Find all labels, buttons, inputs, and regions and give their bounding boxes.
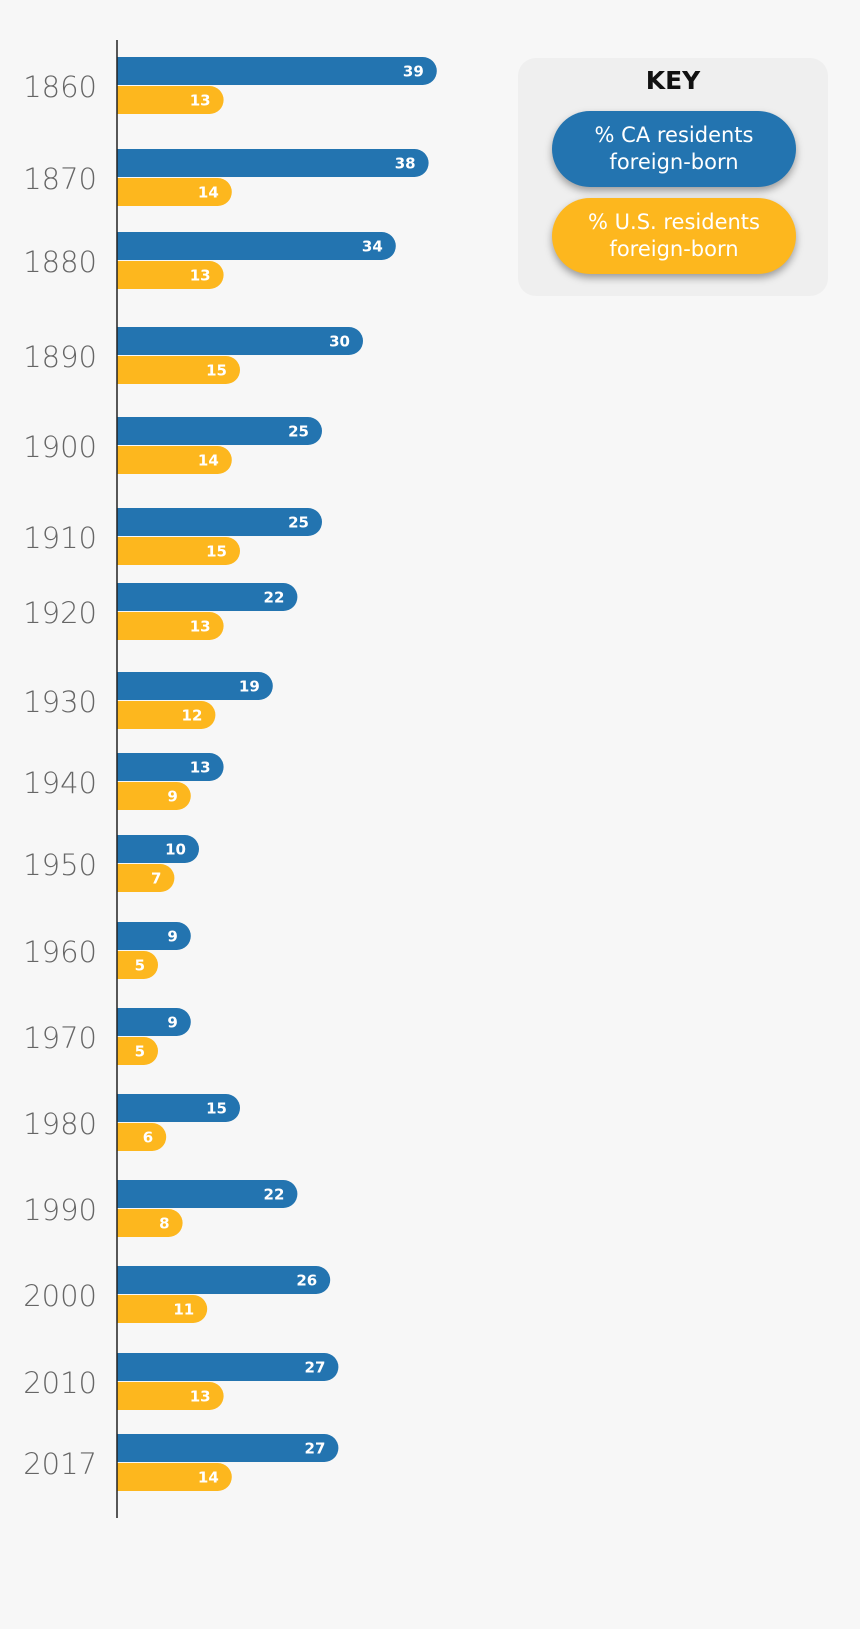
bar-us-1920	[117, 612, 224, 640]
value-label-us-1880: 13	[190, 267, 211, 285]
legend-item-ca: % CA residents foreign-born	[552, 111, 796, 187]
bar-ca-1950	[117, 835, 199, 863]
year-label-1890: 1890	[23, 340, 97, 374]
bar-us-2000	[117, 1295, 208, 1323]
bar-ca-1890	[117, 327, 363, 355]
year-label-1870: 1870	[23, 162, 97, 196]
year-label-1920: 1920	[23, 596, 97, 630]
bar-ca-1900	[117, 417, 322, 445]
value-label-ca-1920: 22	[264, 589, 285, 607]
bar-ca-1970	[117, 1008, 191, 1036]
year-labels-group: 1860 1870 1880 1890 1900 1910 1920 1930 1940 1950…	[23, 70, 97, 1481]
value-label-ca-1900: 25	[288, 423, 309, 441]
bar-us-1950	[117, 864, 175, 892]
bar-ca-2010	[117, 1353, 339, 1381]
year-label-1970: 1970	[23, 1021, 97, 1055]
bar-us-1890	[117, 356, 240, 384]
bar-ca-1940	[117, 753, 224, 781]
bar-us-1970	[117, 1037, 158, 1065]
year-label-2017: 2017	[23, 1447, 97, 1481]
bar-us-1880	[117, 261, 224, 289]
bar-ca-1910	[117, 508, 322, 536]
bar-ca-1870	[117, 149, 429, 177]
year-label-2010: 2010	[23, 1366, 97, 1400]
legend: KEY % CA residents foreign-born % U.S. r…	[518, 58, 828, 296]
bars-group: 39 13 38 14 34 13 30 15 25 14 25 15 22 13 19 12 13 9 107 9 5…	[117, 57, 437, 1491]
value-label-us-1940: 9	[167, 788, 177, 806]
year-label-1910: 1910	[23, 521, 97, 555]
value-label-ca-1980: 15	[206, 1100, 227, 1118]
bar-us-1990	[117, 1209, 183, 1237]
year-label-1960: 1960	[23, 935, 97, 969]
value-label-ca-1930: 19	[239, 678, 260, 696]
value-label-ca-1950: 10	[165, 841, 186, 859]
value-label-us-2017: 14	[198, 1469, 219, 1487]
value-label-ca-2000: 26	[296, 1272, 317, 1290]
value-label-us-1910: 15	[206, 543, 227, 561]
bar-us-1910	[117, 537, 240, 565]
year-label-1860: 1860	[23, 70, 97, 104]
bar-us-1870	[117, 178, 232, 206]
value-label-ca-1970: 9	[167, 1014, 177, 1032]
year-label-2000: 2000	[23, 1279, 97, 1313]
value-label-us-1860: 13	[190, 92, 211, 110]
value-label-ca-1990: 22	[264, 1186, 285, 1204]
bar-ca-1860	[117, 57, 437, 85]
value-label-us-1920: 13	[190, 618, 211, 636]
bar-us-1960	[117, 951, 158, 979]
value-label-us-1950: 7	[151, 870, 161, 888]
bar-us-1860	[117, 86, 224, 115]
value-label-ca-1910: 25	[288, 514, 309, 532]
year-label-1940: 1940	[23, 766, 97, 800]
bar-ca-1930	[117, 672, 273, 700]
value-label-ca-1960: 9	[167, 928, 177, 946]
year-label-1980: 1980	[23, 1107, 97, 1141]
value-label-ca-1890: 30	[329, 333, 350, 351]
value-label-us-1890: 15	[206, 362, 227, 380]
bar-ca-1920	[117, 583, 298, 611]
value-label-ca-1860: 39	[403, 63, 424, 81]
year-label-1950: 1950	[23, 848, 97, 882]
value-label-us-2000: 11	[173, 1301, 194, 1319]
year-label-1880: 1880	[23, 245, 97, 279]
bar-ca-1880	[117, 232, 396, 260]
bar-us-1900	[117, 446, 232, 474]
value-label-us-1930: 12	[182, 707, 203, 725]
value-label-ca-2010: 27	[305, 1359, 326, 1377]
legend-item-us: % U.S. residents foreign-born	[552, 198, 796, 274]
value-label-us-1870: 14	[198, 184, 219, 202]
bar-ca-1980	[117, 1094, 240, 1122]
bar-ca-2000	[117, 1266, 331, 1294]
value-label-ca-1870: 38	[395, 155, 416, 173]
value-label-us-1970: 5	[135, 1043, 145, 1061]
bar-ca-1990	[117, 1180, 298, 1209]
bar-us-2010	[117, 1382, 224, 1410]
bar-us-2017	[117, 1463, 232, 1491]
bar-us-1980	[117, 1123, 167, 1151]
bar-ca-1960	[117, 922, 191, 950]
bar-ca-2017	[117, 1434, 339, 1462]
year-label-1900: 1900	[23, 430, 97, 464]
value-label-ca-1940: 13	[190, 759, 211, 777]
value-label-us-1980: 6	[143, 1129, 153, 1147]
year-label-1930: 1930	[23, 685, 97, 719]
value-label-us-1960: 5	[135, 957, 145, 975]
value-label-ca-2017: 27	[305, 1440, 326, 1458]
bar-us-1930	[117, 701, 216, 729]
year-label-1990: 1990	[23, 1193, 97, 1227]
bar-us-1940	[117, 782, 191, 810]
value-label-us-1900: 14	[198, 452, 219, 470]
legend-title: KEY	[645, 66, 701, 95]
value-label-us-2010: 13	[190, 1388, 211, 1406]
value-label-us-1990: 8	[159, 1215, 169, 1233]
value-label-ca-1880: 34	[362, 238, 383, 256]
